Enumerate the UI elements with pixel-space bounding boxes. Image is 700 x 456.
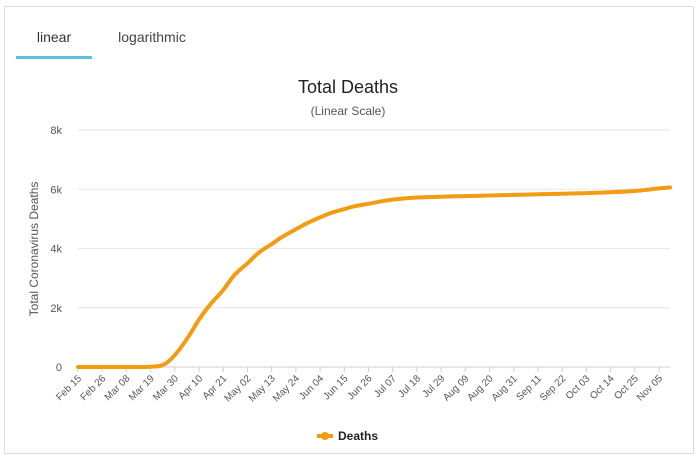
x-tick-label: Mar 19 (127, 373, 157, 403)
chart-title: Total Deaths (298, 77, 398, 97)
x-tick-label: Feb 15 (54, 373, 84, 403)
x-tick-label: Oct 14 (588, 373, 617, 402)
x-tick-label: Mar 08 (103, 373, 133, 403)
x-tick-label: Aug 20 (465, 373, 495, 403)
y-axis-label: Total Coronavirus Deaths (27, 182, 41, 317)
x-tick-label: Feb 26 (79, 373, 109, 403)
y-tick-label: 8k (50, 125, 62, 137)
series-line-deaths (76, 185, 672, 370)
x-tick-label: May 24 (271, 373, 302, 404)
x-tick-label: Aug 09 (441, 373, 471, 403)
y-tick-label: 0 (56, 362, 62, 374)
x-tick-label: Jul 07 (372, 373, 399, 400)
legend-swatch-marker (321, 432, 329, 440)
x-tick-label: Jul 18 (396, 373, 423, 400)
legend-label-deaths: Deaths (338, 429, 378, 443)
x-tick-label: Jun 26 (346, 373, 375, 402)
x-tick-label: Sep 22 (538, 373, 568, 403)
chart-panel: linear logarithmic (4, 6, 694, 454)
x-tick-label: Oct 03 (564, 373, 593, 402)
x-tick-label: Jun 04 (297, 373, 326, 402)
scale-tabs: linear logarithmic (5, 7, 693, 59)
tab-logarithmic[interactable]: logarithmic (118, 29, 186, 45)
x-tick-label: Aug 31 (490, 373, 520, 403)
x-tick-label: Jun 15 (321, 373, 350, 402)
y-tick-label: 2k (50, 303, 62, 315)
y-tick-label: 6k (50, 184, 62, 196)
x-tick-label: Mar 30 (151, 373, 181, 403)
legend[interactable]: Deaths (317, 429, 378, 443)
chart-subtitle: (Linear Scale) (311, 104, 386, 118)
active-tab-indicator (16, 56, 92, 59)
x-tick-label: Nov 05 (635, 373, 665, 403)
y-tick-label: 4k (50, 244, 62, 256)
tab-linear[interactable]: linear (36, 29, 72, 45)
x-tick-label: Apr 10 (177, 373, 206, 402)
